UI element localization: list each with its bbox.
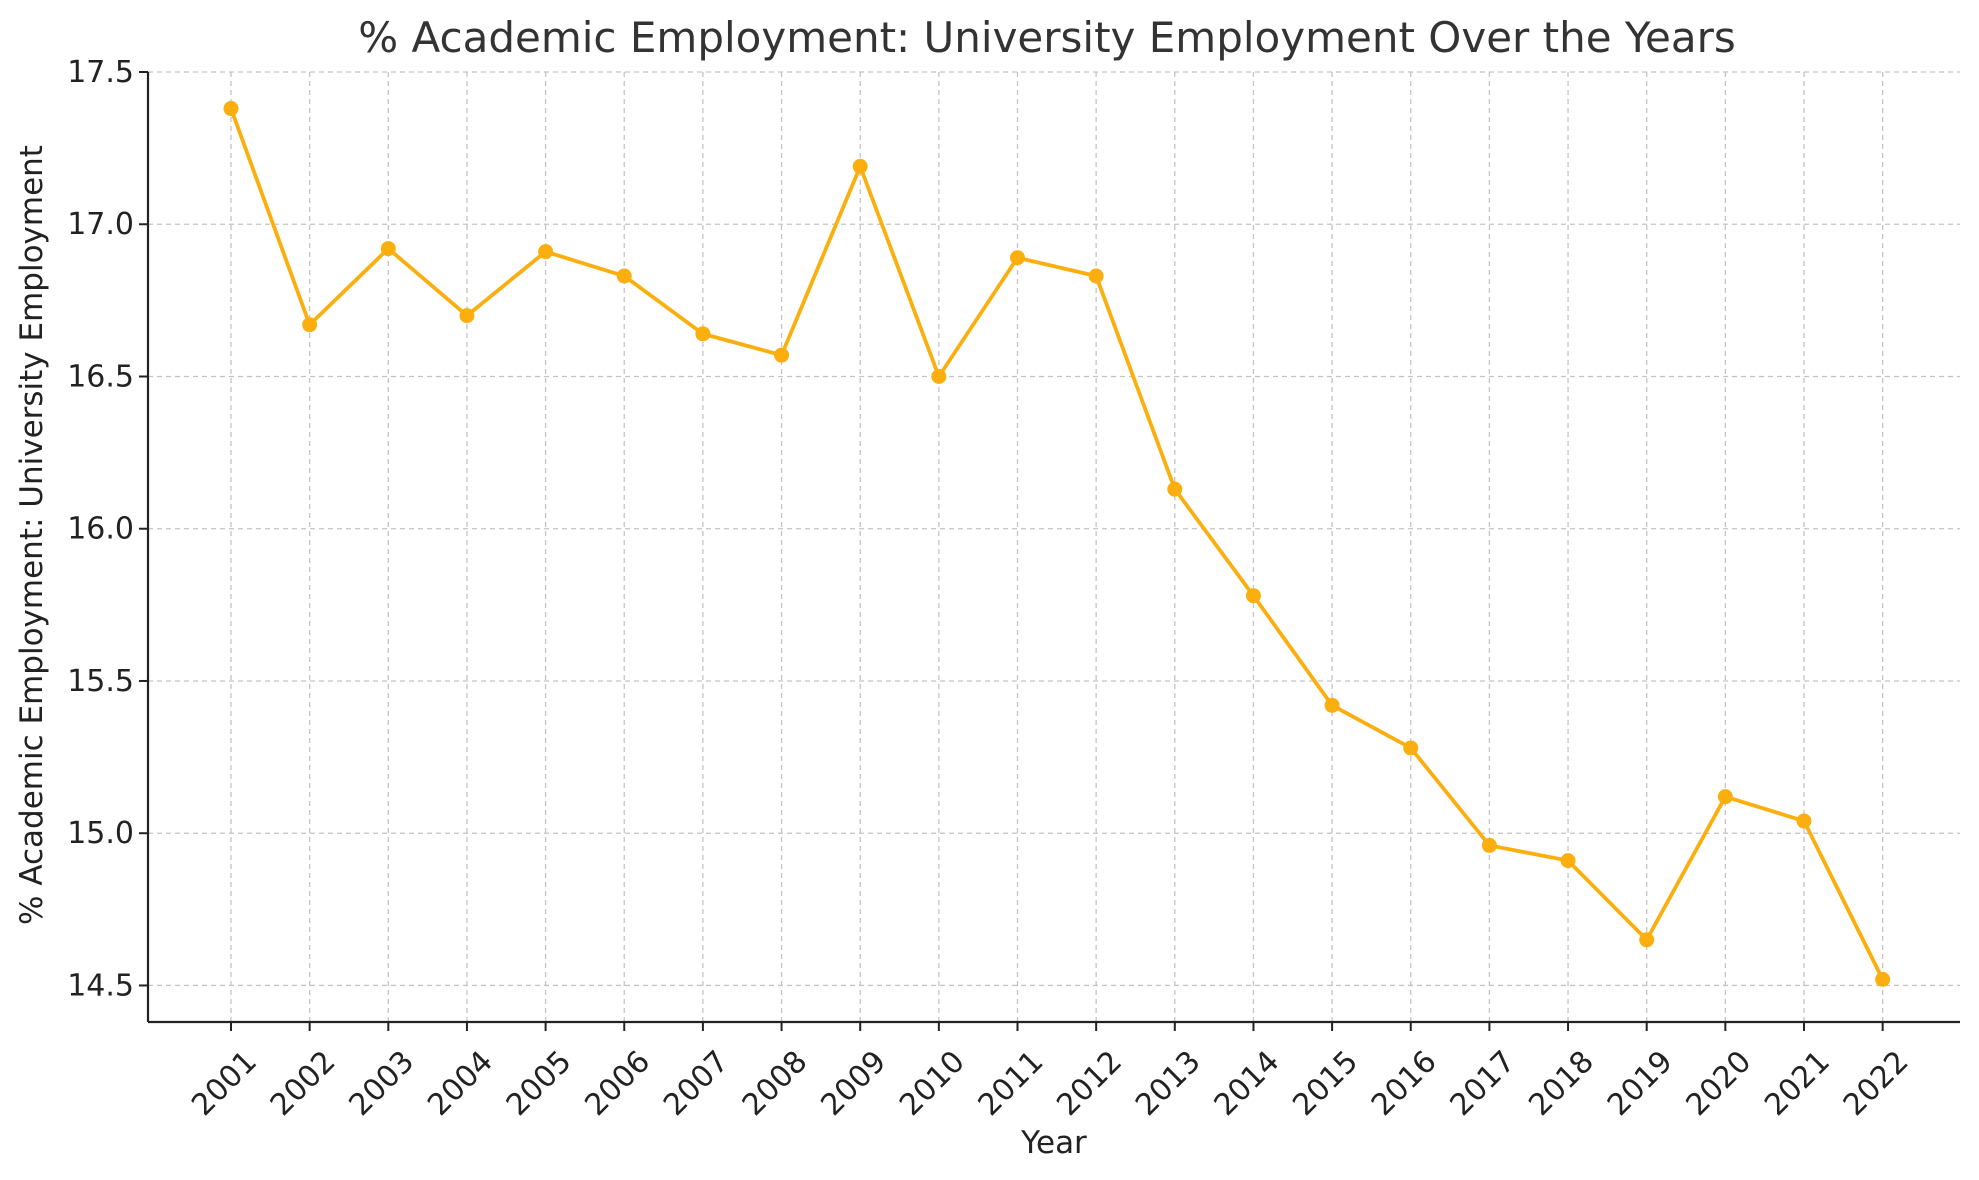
data-point — [1796, 813, 1812, 829]
y-tick-label: 17.0 — [67, 207, 134, 242]
data-point — [1245, 588, 1261, 604]
x-tick-label: 2018 — [1522, 1044, 1601, 1123]
y-tick-label: 15.5 — [67, 664, 134, 699]
x-tick-label: 2005 — [500, 1044, 579, 1123]
data-point — [1481, 837, 1497, 853]
data-point — [774, 347, 790, 363]
series-line — [229, 107, 1885, 981]
data-point — [1639, 932, 1655, 948]
y-axis-ticks: 14.5 15.0 15.5 16.0 16.5 17.0 17.5 — [67, 55, 148, 1003]
data-point — [1717, 789, 1733, 805]
x-axis-label: Year — [1020, 1125, 1087, 1161]
y-tick-label: 16.5 — [67, 359, 134, 394]
x-axis-ticks: 2001 2002 2003 2004 2005 2006 2007 2008 2009 2010… — [185, 1022, 1916, 1123]
data-point — [852, 158, 868, 174]
data-point — [1403, 740, 1419, 756]
x-tick-label: 2021 — [1758, 1044, 1837, 1123]
x-tick-label: 2001 — [185, 1044, 264, 1123]
series-group — [223, 101, 1891, 987]
y-axis-label: % Academic Employment: University Employ… — [14, 145, 50, 925]
data-point — [223, 101, 239, 117]
axes — [146, 72, 1960, 1024]
grid — [148, 71, 1960, 1022]
y-tick-label: 16.0 — [67, 512, 134, 547]
data-point — [1010, 250, 1025, 266]
x-tick-label: 2009 — [814, 1044, 893, 1123]
x-tick-label: 2010 — [893, 1044, 972, 1123]
x-tick-label: 2020 — [1680, 1044, 1759, 1123]
x-tick-label: 2007 — [657, 1044, 736, 1123]
x-tick-label: 2011 — [972, 1044, 1051, 1123]
x-tick-label: 2017 — [1444, 1044, 1523, 1123]
data-point — [616, 268, 632, 284]
x-tick-label: 2004 — [421, 1044, 500, 1123]
data-point — [1324, 697, 1340, 713]
data-point — [1088, 268, 1104, 284]
data-point — [538, 244, 554, 260]
chart-title: % Academic Employment: University Employ… — [358, 13, 1735, 62]
data-point — [931, 368, 947, 384]
x-tick-label: 2006 — [578, 1044, 657, 1123]
x-tick-label: 2002 — [264, 1044, 343, 1123]
x-tick-label: 2003 — [342, 1044, 421, 1123]
data-point — [459, 308, 475, 324]
y-tick-label: 17.5 — [67, 55, 134, 90]
x-tick-label: 2014 — [1208, 1044, 1287, 1123]
x-tick-label: 2008 — [736, 1044, 815, 1123]
data-point — [695, 326, 711, 342]
data-point — [302, 317, 318, 333]
x-tick-label: 2015 — [1286, 1044, 1365, 1123]
x-tick-label: 2013 — [1129, 1044, 1208, 1123]
y-tick-label: 15.0 — [67, 816, 134, 851]
x-tick-label: 2012 — [1050, 1044, 1129, 1123]
x-tick-label: 2016 — [1365, 1044, 1444, 1123]
y-tick-label: 14.5 — [67, 968, 134, 1003]
data-point — [1875, 971, 1891, 987]
data-point — [1167, 481, 1183, 497]
data-point — [1560, 853, 1576, 869]
x-tick-label: 2019 — [1601, 1044, 1680, 1123]
x-tick-label: 2022 — [1837, 1044, 1916, 1123]
data-point — [380, 241, 396, 257]
